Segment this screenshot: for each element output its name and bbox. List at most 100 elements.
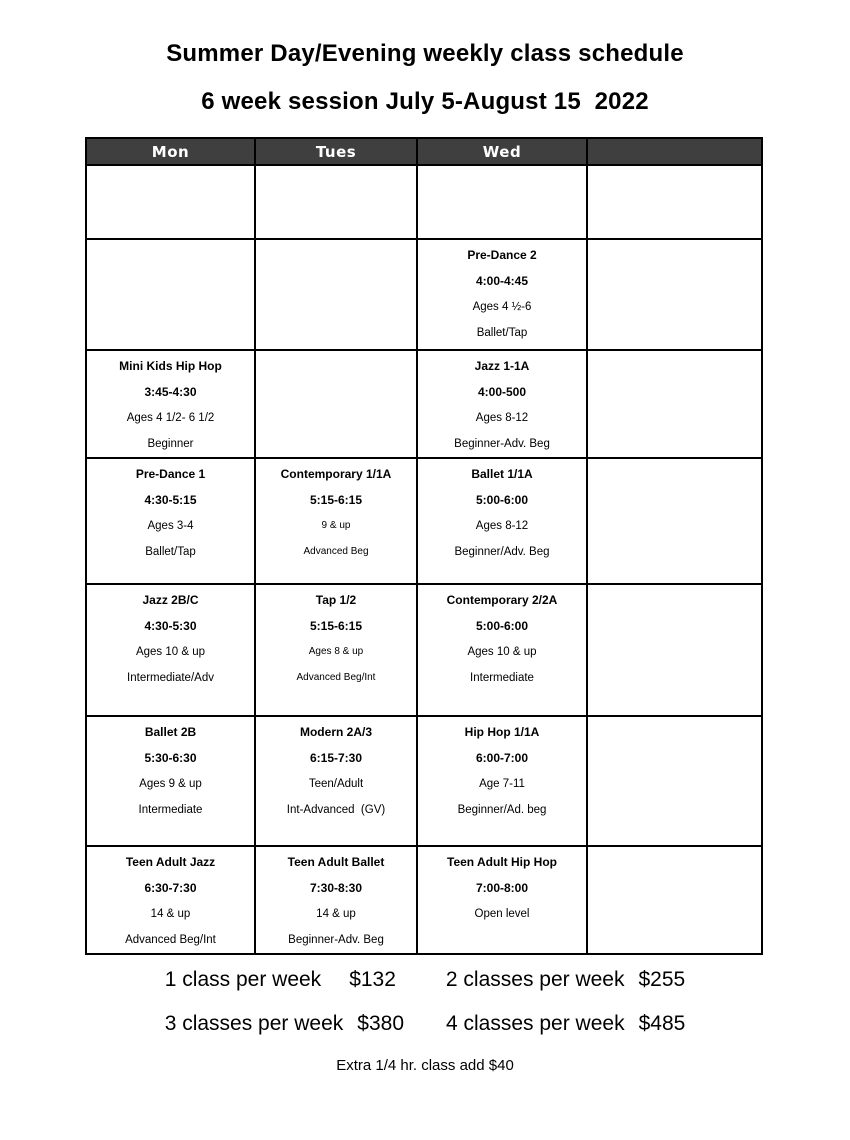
schedule-cell: [254, 349, 418, 459]
class-level: Beginner/Adv. Beg: [454, 546, 550, 558]
schedule-cell: [586, 238, 763, 351]
pricing-section: 1 class per week $132 2 classes per week…: [0, 967, 850, 1075]
schedule-cell: Jazz 2B/C 4:30-5:30 Ages 10 & up Intermedia…: [85, 583, 256, 717]
table-row: Ballet 2B 5:30-6:30 Ages 9 & up Intermediat…: [85, 715, 763, 847]
schedule-cell: Modern 2A/3 6:15-7:30 Teen/Adult Int-Advanc…: [254, 715, 418, 847]
class-level: Int-Advanced (GV): [286, 804, 386, 816]
schedule-cell: Mini Kids Hip Hop 3:45-4:30 Ages 4 1/2- 6 …: [85, 349, 256, 459]
class-ages: Ages 3-4: [147, 520, 194, 532]
class-ages: 14 & up: [316, 908, 356, 920]
class-time: 5:15-6:15: [309, 619, 363, 633]
schedule-cell: [254, 164, 418, 240]
table-row: Pre-Dance 1 4:30-5:15 Ages 3-4 Ballet/Tap Co…: [85, 457, 763, 585]
class-time: 4:30-5:30: [144, 619, 197, 633]
class-name: Hip Hop 1/1A: [464, 725, 540, 739]
class-time: 3:45-4:30: [144, 385, 197, 399]
class-level: Intermediate/Adv: [127, 672, 214, 684]
class-name: Modern 2A/3: [299, 725, 372, 739]
class-ages: Open level: [474, 908, 530, 920]
class-name: Jazz 1-1A: [474, 359, 530, 373]
schedule-cell: [586, 715, 763, 847]
price-option-value: $485: [638, 1012, 686, 1035]
class-ages: 9 & up: [321, 520, 351, 531]
class-name: Pre-Dance 2: [467, 248, 537, 262]
price-option-value: $132: [349, 968, 396, 991]
class-ages: Ages 8-12: [475, 412, 529, 424]
class-name: Jazz 2B/C: [142, 593, 199, 607]
class-name: Contemporary 2/2A: [446, 593, 558, 607]
table-row: Mini Kids Hip Hop 3:45-4:30 Ages 4 1/2- 6 …: [85, 349, 763, 459]
price-option-label: 4 classes per week: [446, 1012, 625, 1035]
class-level: Intermediate: [470, 672, 534, 684]
schedule-cell: [586, 457, 763, 585]
class-time: 7:30-8:30: [309, 881, 363, 895]
class-name: Pre-Dance 1: [135, 467, 206, 481]
class-level: Ballet/Tap: [476, 327, 528, 339]
header-wed: Wed: [416, 137, 588, 166]
schedule-cell: Teen Adult Hip Hop 7:00-8:00 Open level: [416, 845, 588, 955]
table-row: [85, 164, 763, 240]
pricing-line-1: 1 class per week $132 2 classes per week…: [0, 967, 850, 993]
table-row: Teen Adult Jazz 6:30-7:30 14 & up Advanced …: [85, 845, 763, 955]
class-ages: Ages 4 1/2- 6 1/2: [126, 412, 215, 424]
class-time: 5:15-6:15: [309, 493, 363, 507]
schedule-cell: Jazz 1-1A 4:00-500 Ages 8-12 Beginner-Adv. …: [416, 349, 588, 459]
class-time: 6:15-7:30: [309, 751, 363, 765]
class-time: 5:00-6:00: [475, 493, 529, 507]
schedule-cell: Ballet 1/1A 5:00-6:00 Ages 8-12 Beginner/Ad…: [416, 457, 588, 585]
class-ages: Ages 8 & up: [308, 646, 364, 657]
class-ages: Age 7-11: [479, 778, 525, 790]
class-level: Beginner-Adv. Beg: [454, 438, 550, 450]
schedule-cell: Teen Adult Jazz 6:30-7:30 14 & up Advanced …: [85, 845, 256, 955]
class-name: Mini Kids Hip Hop: [119, 359, 222, 373]
price-option-label: 2 classes per week: [445, 968, 625, 991]
class-time: 6:30-7:30: [144, 881, 197, 895]
class-time: 6:00-7:00: [475, 751, 529, 765]
schedule-cell: [416, 164, 588, 240]
class-time: 7:00-8:00: [475, 881, 529, 895]
schedule-cell: [85, 238, 256, 351]
pricing-line-2: 3 classes per week $380 4 classes per we…: [0, 1011, 850, 1037]
class-level: Beginner-Adv. Beg: [288, 934, 384, 946]
class-ages: Ages 4 ½-6: [472, 301, 532, 313]
header-mon: Mon: [85, 137, 256, 166]
class-name: Teen Adult Jazz: [125, 855, 216, 869]
class-level: Intermediate: [138, 804, 203, 816]
extra-class-note: Extra 1/4 hr. class add $40: [336, 1057, 514, 1074]
class-name: Teen Adult Ballet: [287, 855, 385, 869]
class-name: Ballet 2B: [144, 725, 197, 739]
class-ages: Ages 9 & up: [139, 778, 202, 790]
table-row: Pre-Dance 2 4:00-4:45 Ages 4 ½-6 Ballet/Tap: [85, 238, 763, 351]
schedule-cell: Contemporary 2/2A 5:00-6:00 Ages 10 & up In…: [416, 583, 588, 717]
class-name: Contemporary 1/1A: [280, 467, 392, 481]
class-name: Tap 1/2: [315, 593, 357, 607]
schedule-cell: Tap 1/2 5:15-6:15 Ages 8 & up Advanced Beg/…: [254, 583, 418, 717]
price-option-label: 1 class per week: [164, 968, 322, 991]
price-option-label: 3 classes per week: [164, 1012, 344, 1035]
schedule-cell: [586, 845, 763, 955]
header-row: Mon Tues Wed: [85, 137, 763, 166]
table-row: Jazz 2B/C 4:30-5:30 Ages 10 & up Intermedia…: [85, 583, 763, 717]
schedule-cell: [254, 238, 418, 351]
schedule-cell: [85, 164, 256, 240]
class-name: Teen Adult Hip Hop: [447, 855, 557, 869]
document-subtitle: 6 week session July 5-August 15 2022: [201, 88, 649, 115]
class-name: Ballet 1/1A: [471, 467, 533, 481]
schedule-cell: Ballet 2B 5:30-6:30 Ages 9 & up Intermediat…: [85, 715, 256, 847]
schedule-cell: [586, 583, 763, 717]
schedule-cell: Teen Adult Ballet 7:30-8:30 14 & up Beginne…: [254, 845, 418, 955]
class-ages: 14 & up: [150, 908, 191, 920]
schedule-cell: [586, 164, 763, 240]
schedule-cell: Hip Hop 1/1A 6:00-7:00 Age 7-11 Beginner/Ad…: [416, 715, 588, 847]
price-option-value: $255: [638, 968, 686, 991]
schedule-cell: [586, 349, 763, 459]
class-level: Beginner: [147, 438, 194, 450]
class-time: 4:00-500: [477, 385, 527, 399]
class-level: Ballet/Tap: [145, 546, 196, 558]
class-time: 5:30-6:30: [144, 751, 197, 765]
document-page: Summer Day/Evening weekly class schedule…: [0, 40, 850, 1140]
schedule-body: Pre-Dance 2 4:00-4:45 Ages 4 ½-6 Ballet/Tap…: [85, 164, 763, 955]
header-blank: [586, 137, 763, 166]
class-time: 4:00-4:45: [475, 274, 529, 288]
class-time: 4:30-5:15: [144, 493, 197, 507]
